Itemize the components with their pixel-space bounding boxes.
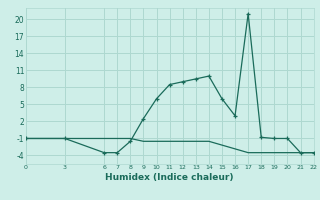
X-axis label: Humidex (Indice chaleur): Humidex (Indice chaleur)	[105, 173, 234, 182]
